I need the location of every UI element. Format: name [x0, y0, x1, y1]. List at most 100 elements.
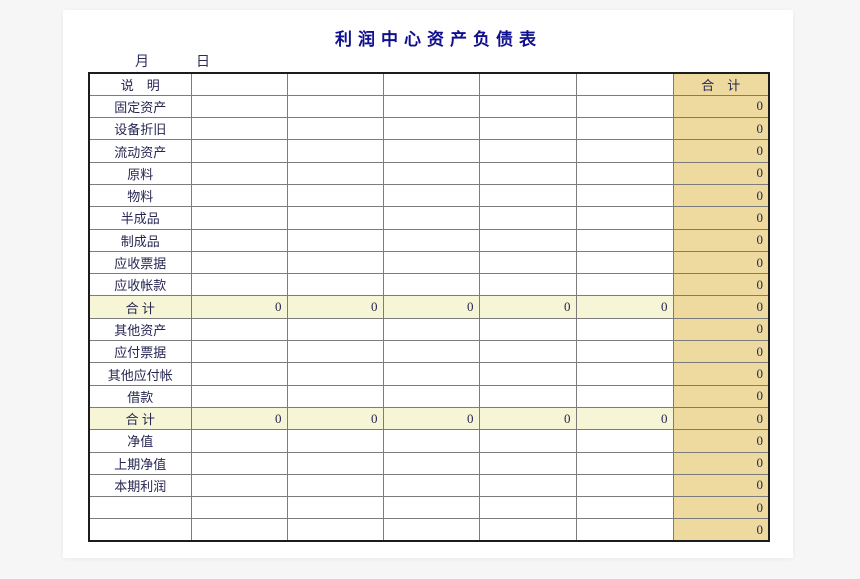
data-cell[interactable]: 0 [478, 295, 577, 319]
data-cell[interactable]: 0 [286, 295, 384, 319]
data-cell[interactable] [478, 340, 577, 364]
data-cell[interactable] [190, 362, 288, 386]
data-cell[interactable] [478, 317, 577, 342]
data-cell[interactable] [575, 117, 674, 141]
data-cell[interactable] [478, 362, 577, 386]
data-cell[interactable] [575, 94, 674, 119]
row-label-cell[interactable]: 原料 [88, 161, 192, 185]
total-cell[interactable]: 0 [672, 429, 770, 453]
data-cell[interactable] [478, 496, 577, 520]
row-label-cell[interactable]: 应付票据 [88, 340, 192, 364]
data-cell[interactable] [382, 451, 480, 475]
data-cell[interactable] [382, 183, 480, 208]
data-cell[interactable] [382, 362, 480, 386]
row-label-cell[interactable]: 应收票据 [88, 250, 192, 275]
header-empty-cell[interactable] [382, 72, 480, 96]
header-description-cell[interactable]: 说 明 [88, 72, 192, 96]
data-cell[interactable] [286, 451, 384, 475]
data-cell[interactable] [190, 496, 288, 520]
total-cell[interactable]: 0 [672, 362, 770, 386]
data-cell[interactable] [575, 384, 674, 408]
data-cell[interactable] [478, 228, 577, 252]
row-label-cell[interactable]: 本期利润 [88, 473, 192, 498]
data-cell[interactable] [382, 340, 480, 364]
data-cell[interactable]: 0 [286, 406, 384, 431]
total-cell[interactable]: 0 [672, 250, 770, 275]
data-cell[interactable] [286, 250, 384, 275]
data-cell[interactable] [478, 473, 577, 498]
data-cell[interactable] [190, 317, 288, 342]
data-cell[interactable] [190, 228, 288, 252]
data-cell[interactable] [190, 117, 288, 141]
data-cell[interactable] [382, 384, 480, 408]
row-label-cell[interactable]: 制成品 [88, 228, 192, 252]
data-cell[interactable]: 0 [575, 295, 674, 319]
row-label-cell[interactable]: 借款 [88, 384, 192, 408]
data-cell[interactable] [286, 161, 384, 185]
total-cell[interactable]: 0 [672, 496, 770, 520]
data-cell[interactable] [382, 228, 480, 252]
total-cell[interactable]: 0 [672, 228, 770, 252]
data-cell[interactable] [286, 518, 384, 542]
header-empty-cell[interactable] [575, 72, 674, 96]
data-cell[interactable] [478, 250, 577, 275]
total-cell[interactable]: 0 [672, 295, 770, 319]
row-label-cell[interactable]: 其他应付帐 [88, 362, 192, 386]
data-cell[interactable]: 0 [575, 406, 674, 431]
data-cell[interactable] [190, 139, 288, 163]
data-cell[interactable] [382, 429, 480, 453]
total-cell[interactable]: 0 [672, 161, 770, 185]
row-label-cell[interactable]: 上期净值 [88, 451, 192, 475]
data-cell[interactable] [190, 273, 288, 297]
data-cell[interactable]: 0 [382, 406, 480, 431]
data-cell[interactable] [286, 429, 384, 453]
data-cell[interactable]: 0 [190, 295, 288, 319]
header-empty-cell[interactable] [190, 72, 288, 96]
total-cell[interactable]: 0 [672, 117, 770, 141]
data-cell[interactable] [575, 496, 674, 520]
total-cell[interactable]: 0 [672, 473, 770, 498]
data-cell[interactable] [575, 317, 674, 342]
total-cell[interactable]: 0 [672, 273, 770, 297]
data-cell[interactable] [190, 429, 288, 453]
header-total-cell[interactable]: 合 计 [672, 72, 770, 96]
data-cell[interactable] [382, 161, 480, 185]
data-cell[interactable] [478, 429, 577, 453]
data-cell[interactable] [575, 273, 674, 297]
data-cell[interactable] [575, 518, 674, 542]
data-cell[interactable] [286, 317, 384, 342]
data-cell[interactable] [478, 183, 577, 208]
data-cell[interactable] [382, 273, 480, 297]
data-cell[interactable] [478, 117, 577, 141]
data-cell[interactable] [478, 273, 577, 297]
data-cell[interactable] [382, 518, 480, 542]
data-cell[interactable] [190, 473, 288, 498]
data-cell[interactable] [575, 250, 674, 275]
data-cell[interactable] [382, 206, 480, 230]
data-cell[interactable] [575, 473, 674, 498]
data-cell[interactable] [286, 496, 384, 520]
data-cell[interactable] [478, 518, 577, 542]
total-cell[interactable]: 0 [672, 183, 770, 208]
data-cell[interactable] [575, 183, 674, 208]
data-cell[interactable] [478, 161, 577, 185]
data-cell[interactable] [286, 473, 384, 498]
total-cell[interactable]: 0 [672, 206, 770, 230]
row-label-cell[interactable]: 净值 [88, 429, 192, 453]
data-cell[interactable] [190, 451, 288, 475]
row-label-cell[interactable]: 其他资产 [88, 317, 192, 342]
data-cell[interactable] [190, 161, 288, 185]
total-cell[interactable]: 0 [672, 340, 770, 364]
data-cell[interactable] [190, 250, 288, 275]
data-cell[interactable] [190, 183, 288, 208]
total-cell[interactable]: 0 [672, 384, 770, 408]
data-cell[interactable] [575, 429, 674, 453]
row-label-cell[interactable]: 合 计 [88, 406, 192, 431]
data-cell[interactable] [478, 94, 577, 119]
data-cell[interactable] [575, 362, 674, 386]
data-cell[interactable] [382, 139, 480, 163]
data-cell[interactable] [575, 340, 674, 364]
row-label-cell[interactable]: 半成品 [88, 206, 192, 230]
data-cell[interactable] [190, 340, 288, 364]
data-cell[interactable] [382, 317, 480, 342]
